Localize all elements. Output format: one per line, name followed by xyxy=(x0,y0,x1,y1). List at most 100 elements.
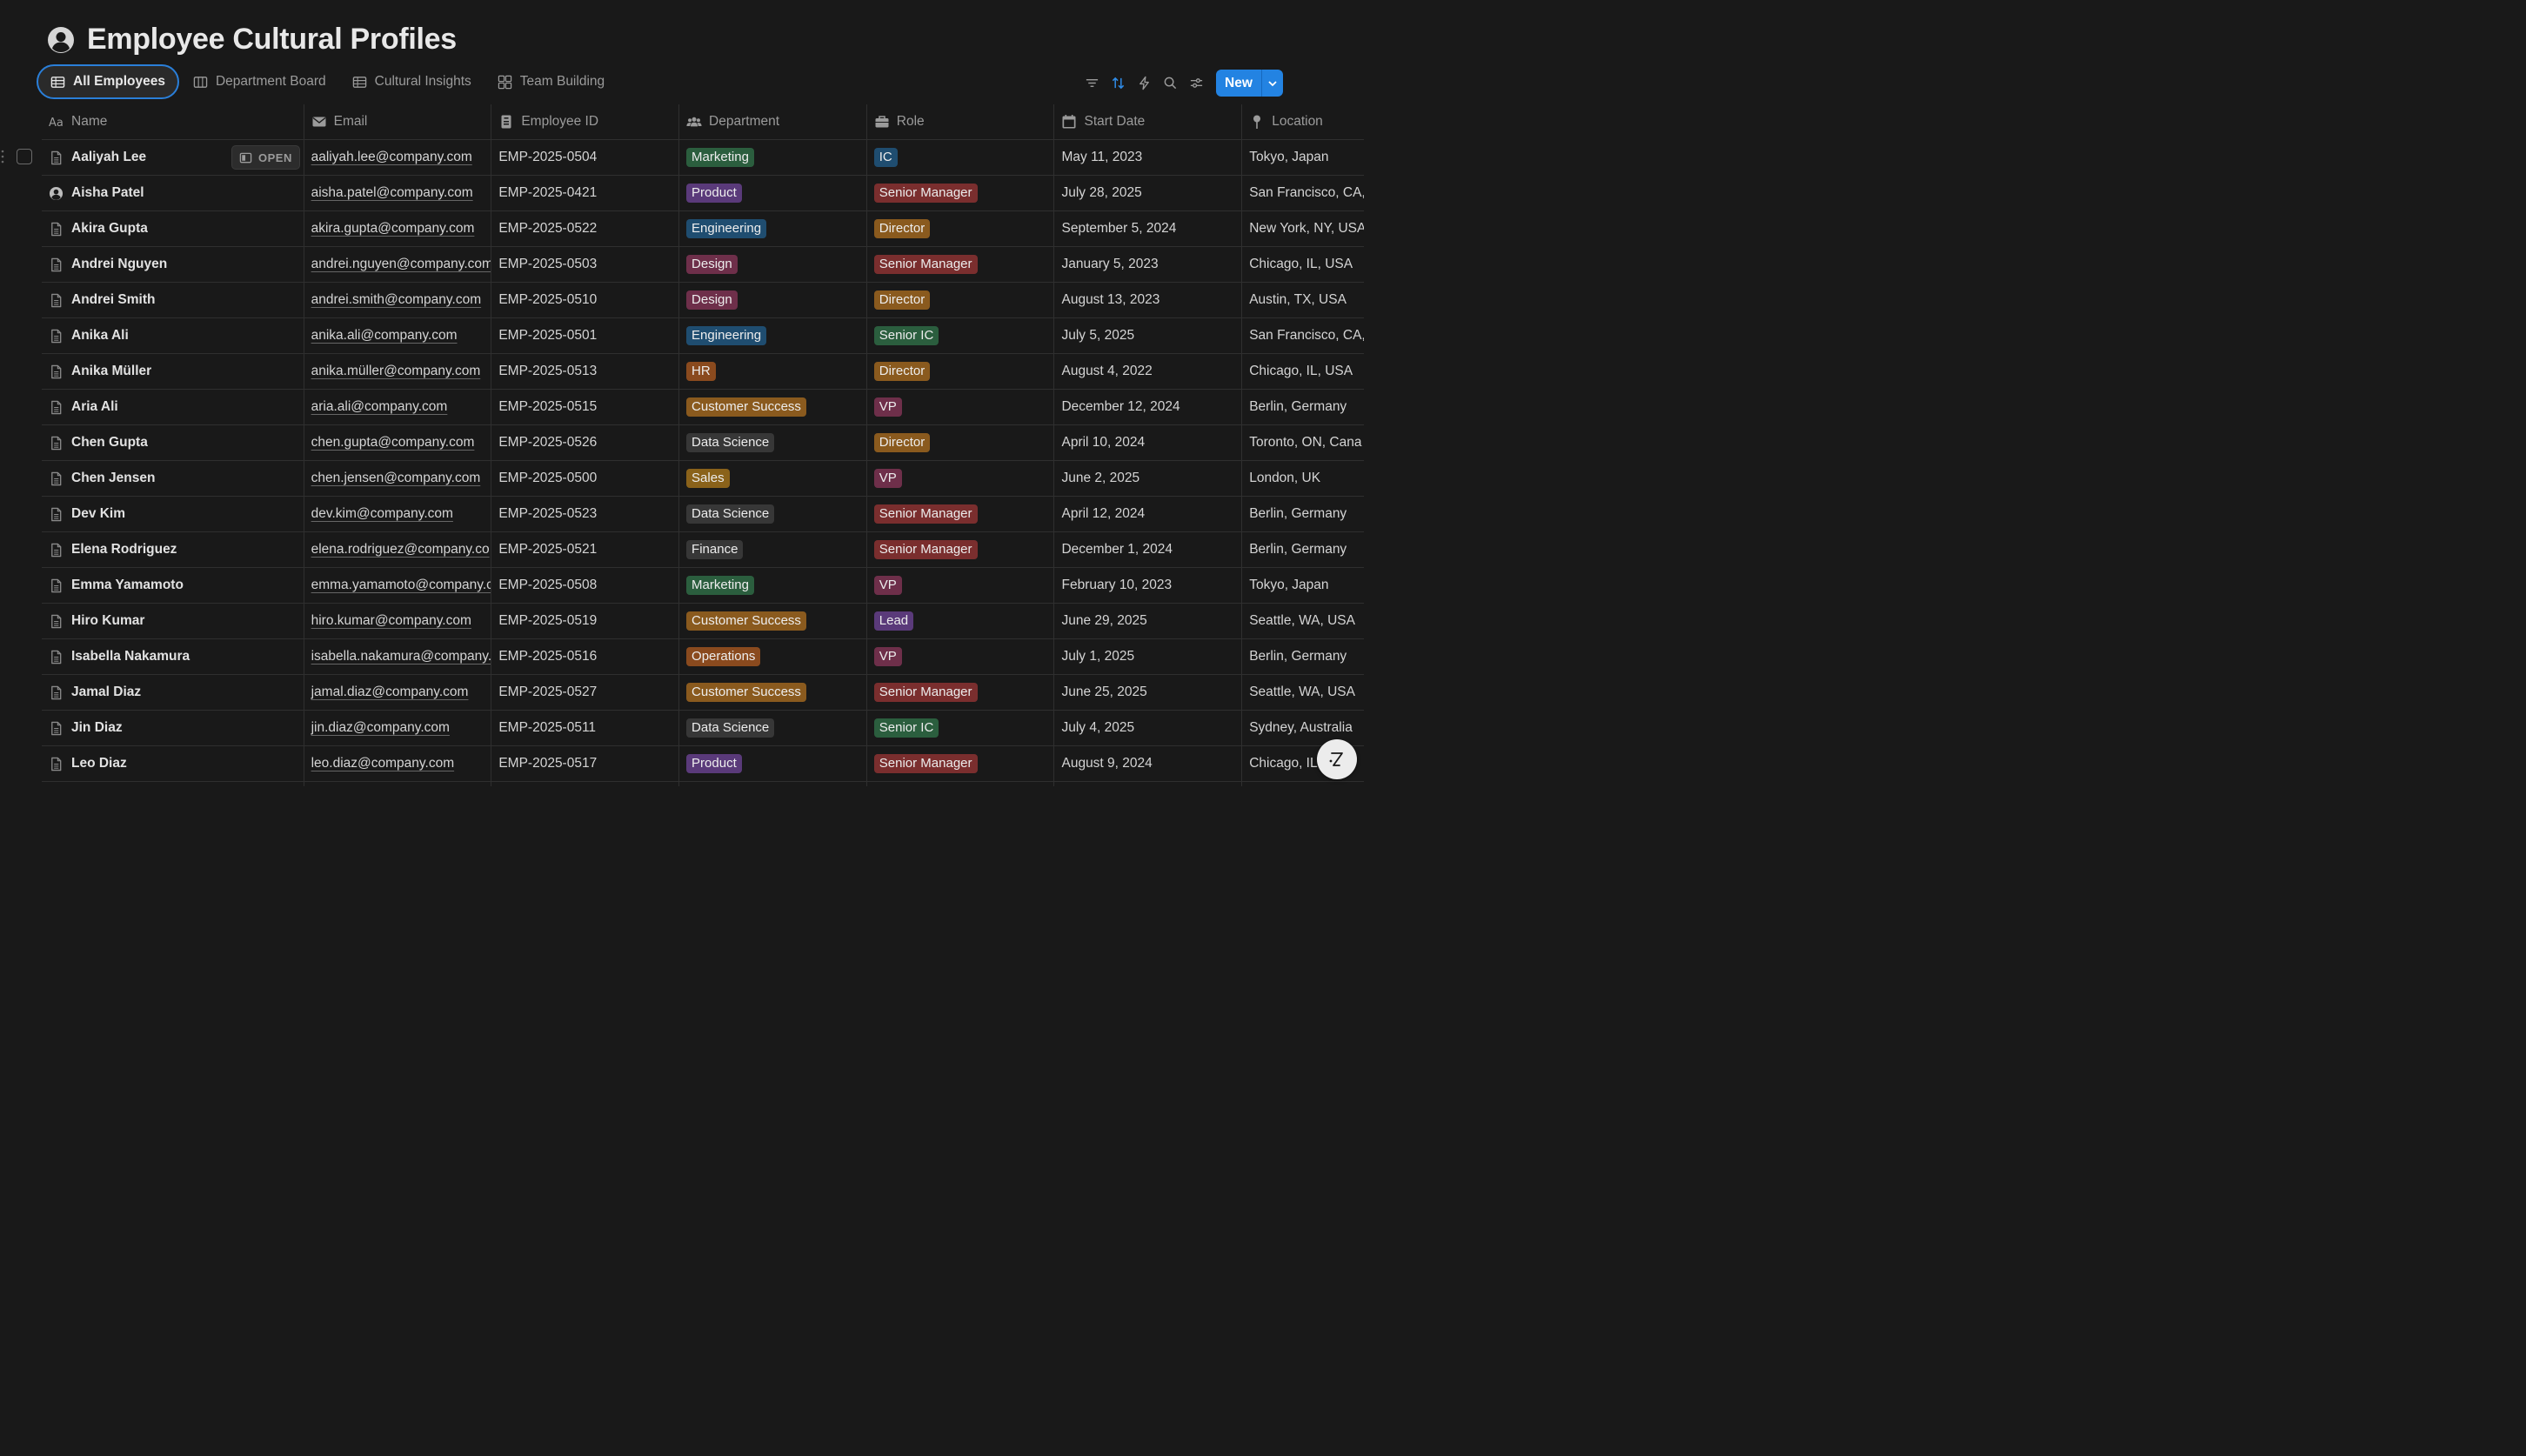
cell-department[interactable]: Marketing xyxy=(679,140,867,175)
employee-email-link[interactable]: chen.jensen@company.com xyxy=(311,471,481,485)
cell-location[interactable]: Chicago, IL, USA xyxy=(1242,247,1364,282)
cell-start-date[interactable]: July 1, 2025 xyxy=(1054,639,1243,674)
cell-email[interactable]: isabella.nakamura@company. xyxy=(304,639,492,674)
cell-employee-id[interactable]: EMP-2025-0503 xyxy=(491,247,680,282)
employee-email-link[interactable]: chen.gupta@company.com xyxy=(311,435,475,450)
cell-department[interactable]: Sales xyxy=(679,461,867,496)
cell-employee-id[interactable]: EMP-2025-0500 xyxy=(491,461,680,496)
employee-email-link[interactable]: elena.rodriguez@company.co xyxy=(311,542,490,557)
cell-role[interactable]: Senior Manager xyxy=(867,746,1055,781)
employee-email-link[interactable]: jamal.diaz@company.com xyxy=(311,685,469,699)
tab-all-employees[interactable]: All Employees xyxy=(37,64,179,99)
cell-start-date[interactable]: April 10, 2024 xyxy=(1054,425,1243,460)
cell-email[interactable]: dev.kim@company.com xyxy=(304,497,492,531)
cell-name[interactable]: Anika Ali xyxy=(42,318,304,353)
cell-employee-id[interactable]: EMP-2025-0517 xyxy=(491,746,680,781)
table-row[interactable]: Aisha Patel aisha.patel@company.com EMP-20… xyxy=(42,176,1364,211)
employee-email-link[interactable]: andrei.smith@company.com xyxy=(311,292,482,307)
cell-role[interactable]: Senior Manager xyxy=(867,532,1055,567)
cell-location[interactable]: Berlin, Germany xyxy=(1242,390,1364,424)
cell-role[interactable]: Senior IC xyxy=(867,711,1055,745)
cell-email[interactable]: chen.jensen@company.com xyxy=(304,461,492,496)
cell-department[interactable]: Engineering xyxy=(679,318,867,353)
cell-email[interactable]: akira.gupta@company.com xyxy=(304,211,492,246)
cell-location[interactable]: Tokyo, Japan xyxy=(1242,568,1364,603)
cell-name[interactable]: Aria Ali xyxy=(42,390,304,424)
employee-email-link[interactable]: hiro.kumar@company.com xyxy=(311,613,471,628)
cell-email[interactable]: leo.diaz@company.com xyxy=(304,746,492,781)
cell-role[interactable]: IC xyxy=(867,140,1055,175)
table-row[interactable]: Aria Ali aria.ali@company.com EMP-2025-051… xyxy=(42,390,1364,425)
employee-email-link[interactable]: dev.kim@company.com xyxy=(311,506,453,521)
cell-start-date[interactable]: August 4, 2022 xyxy=(1054,354,1243,389)
cell-department[interactable]: Data Science xyxy=(679,711,867,745)
table-row[interactable]: Jin Diaz jin.diaz@company.com EMP-2025-051… xyxy=(42,711,1364,746)
table-row[interactable]: Anika Ali anika.ali@company.com EMP-2025-0… xyxy=(42,318,1364,354)
employee-email-link[interactable]: aisha.patel@company.com xyxy=(311,185,473,200)
cell-email[interactable]: anika.ali@company.com xyxy=(304,318,492,353)
employee-email-link[interactable]: aaliyah.lee@company.com xyxy=(311,150,472,164)
employee-email-link[interactable]: aria.ali@company.com xyxy=(311,399,448,414)
cell-department[interactable]: Design xyxy=(679,283,867,317)
table-row[interactable]: Anika Müller anika.müller@company.com EMP-… xyxy=(42,354,1364,390)
column-header-employee-id[interactable]: Employee ID xyxy=(491,104,680,139)
cell-start-date[interactable]: August 9, 2024 xyxy=(1054,746,1243,781)
column-header-start-date[interactable]: Start Date xyxy=(1054,104,1243,139)
cell-role[interactable]: Senior IC xyxy=(867,318,1055,353)
table-row[interactable]: Chen Jensen chen.jensen@company.com EMP-20… xyxy=(42,461,1364,497)
cell-email[interactable]: anika.müller@company.com xyxy=(304,354,492,389)
cell-email[interactable]: emma.yamamoto@company.c xyxy=(304,568,492,603)
table-row[interactable]: Elena Rodriguez elena.rodriguez@company.c… xyxy=(42,532,1364,568)
drag-handle-icon[interactable] xyxy=(0,149,5,164)
cell-start-date[interactable]: June 2, 2025 xyxy=(1054,461,1243,496)
cell-location[interactable]: Seattle, WA, USA xyxy=(1242,604,1364,638)
cell-department[interactable]: Sales xyxy=(679,782,867,786)
cell-department[interactable]: Data Science xyxy=(679,497,867,531)
cell-role[interactable]: Director xyxy=(867,211,1055,246)
cell-name[interactable]: Chen Gupta xyxy=(42,425,304,460)
cell-location[interactable]: Berlin, Germany xyxy=(1242,532,1364,567)
open-page-button[interactable]: OPEN xyxy=(231,145,300,170)
tab-cultural-insights[interactable]: Cultural Insights xyxy=(340,64,484,99)
cell-location[interactable]: Austin, TX, USA xyxy=(1242,283,1364,317)
cell-employee-id[interactable]: EMP-2025-0516 xyxy=(491,639,680,674)
cell-role[interactable]: VP xyxy=(867,639,1055,674)
cell-employee-id[interactable]: EMP-2025-0510 xyxy=(491,283,680,317)
cell-role[interactable]: VP xyxy=(867,390,1055,424)
cell-location[interactable]: Tokyo, Japan xyxy=(1242,140,1364,175)
cell-start-date[interactable]: July 28, 2025 xyxy=(1054,176,1243,210)
column-header-department[interactable]: Department xyxy=(679,104,867,139)
cell-start-date[interactable]: July 4, 2025 xyxy=(1054,711,1243,745)
cell-email[interactable]: hiro.kumar@company.com xyxy=(304,604,492,638)
cell-location[interactable]: Berlin, Germany xyxy=(1242,639,1364,674)
cell-email[interactable]: aria.ali@company.com xyxy=(304,390,492,424)
cell-department[interactable]: Design xyxy=(679,247,867,282)
table-row[interactable]: Akira Gupta akira.gupta@company.com EMP-20… xyxy=(42,211,1364,247)
table-row[interactable]: Chen Gupta chen.gupta@company.com EMP-2025… xyxy=(42,425,1364,461)
cell-start-date[interactable]: December 12, 2024 xyxy=(1054,390,1243,424)
cell-employee-id[interactable]: EMP-2025-0523 xyxy=(491,497,680,531)
table-row[interactable]: Andrei Nguyen andrei.nguyen@company.com EM… xyxy=(42,247,1364,283)
cell-name[interactable]: Dev Kim xyxy=(42,497,304,531)
cell-start-date[interactable]: February 10, 2023 xyxy=(1054,568,1243,603)
cell-location[interactable]: Sydney, Australia xyxy=(1242,711,1364,745)
cell-location[interactable]: Berlin, Germany xyxy=(1242,497,1364,531)
cell-location[interactable]: Toronto, ON, Cana xyxy=(1242,425,1364,460)
cell-name[interactable]: Isabella Nakamura xyxy=(42,639,304,674)
cell-employee-id[interactable]: EMP-2025-0526 xyxy=(491,425,680,460)
cell-employee-id[interactable]: EMP-2025-0515 xyxy=(491,390,680,424)
table-row[interactable]: Jamal Diaz jamal.diaz@company.com EMP-2025… xyxy=(42,675,1364,711)
cell-department[interactable]: Customer Success xyxy=(679,390,867,424)
sort-button[interactable] xyxy=(1105,70,1131,97)
cell-role[interactable]: Senior Manager xyxy=(867,247,1055,282)
table-row[interactable]: Isabella Nakamura isabella.nakamura@compa… xyxy=(42,639,1364,675)
cell-name[interactable]: Mateo Nakamura xyxy=(42,782,304,786)
new-options-button[interactable] xyxy=(1262,70,1283,97)
cell-employee-id[interactable]: EMP-2025-0421 xyxy=(491,176,680,210)
cell-name[interactable]: Leo Diaz xyxy=(42,746,304,781)
cell-start-date[interactable]: May 11, 2023 xyxy=(1054,140,1243,175)
employee-email-link[interactable]: emma.yamamoto@company.c xyxy=(311,578,492,592)
cell-email[interactable]: aisha.patel@company.com xyxy=(304,176,492,210)
cell-employee-id[interactable]: EMP-2025-0521 xyxy=(491,532,680,567)
cell-location[interactable]: Sydney, Australia xyxy=(1242,782,1364,786)
